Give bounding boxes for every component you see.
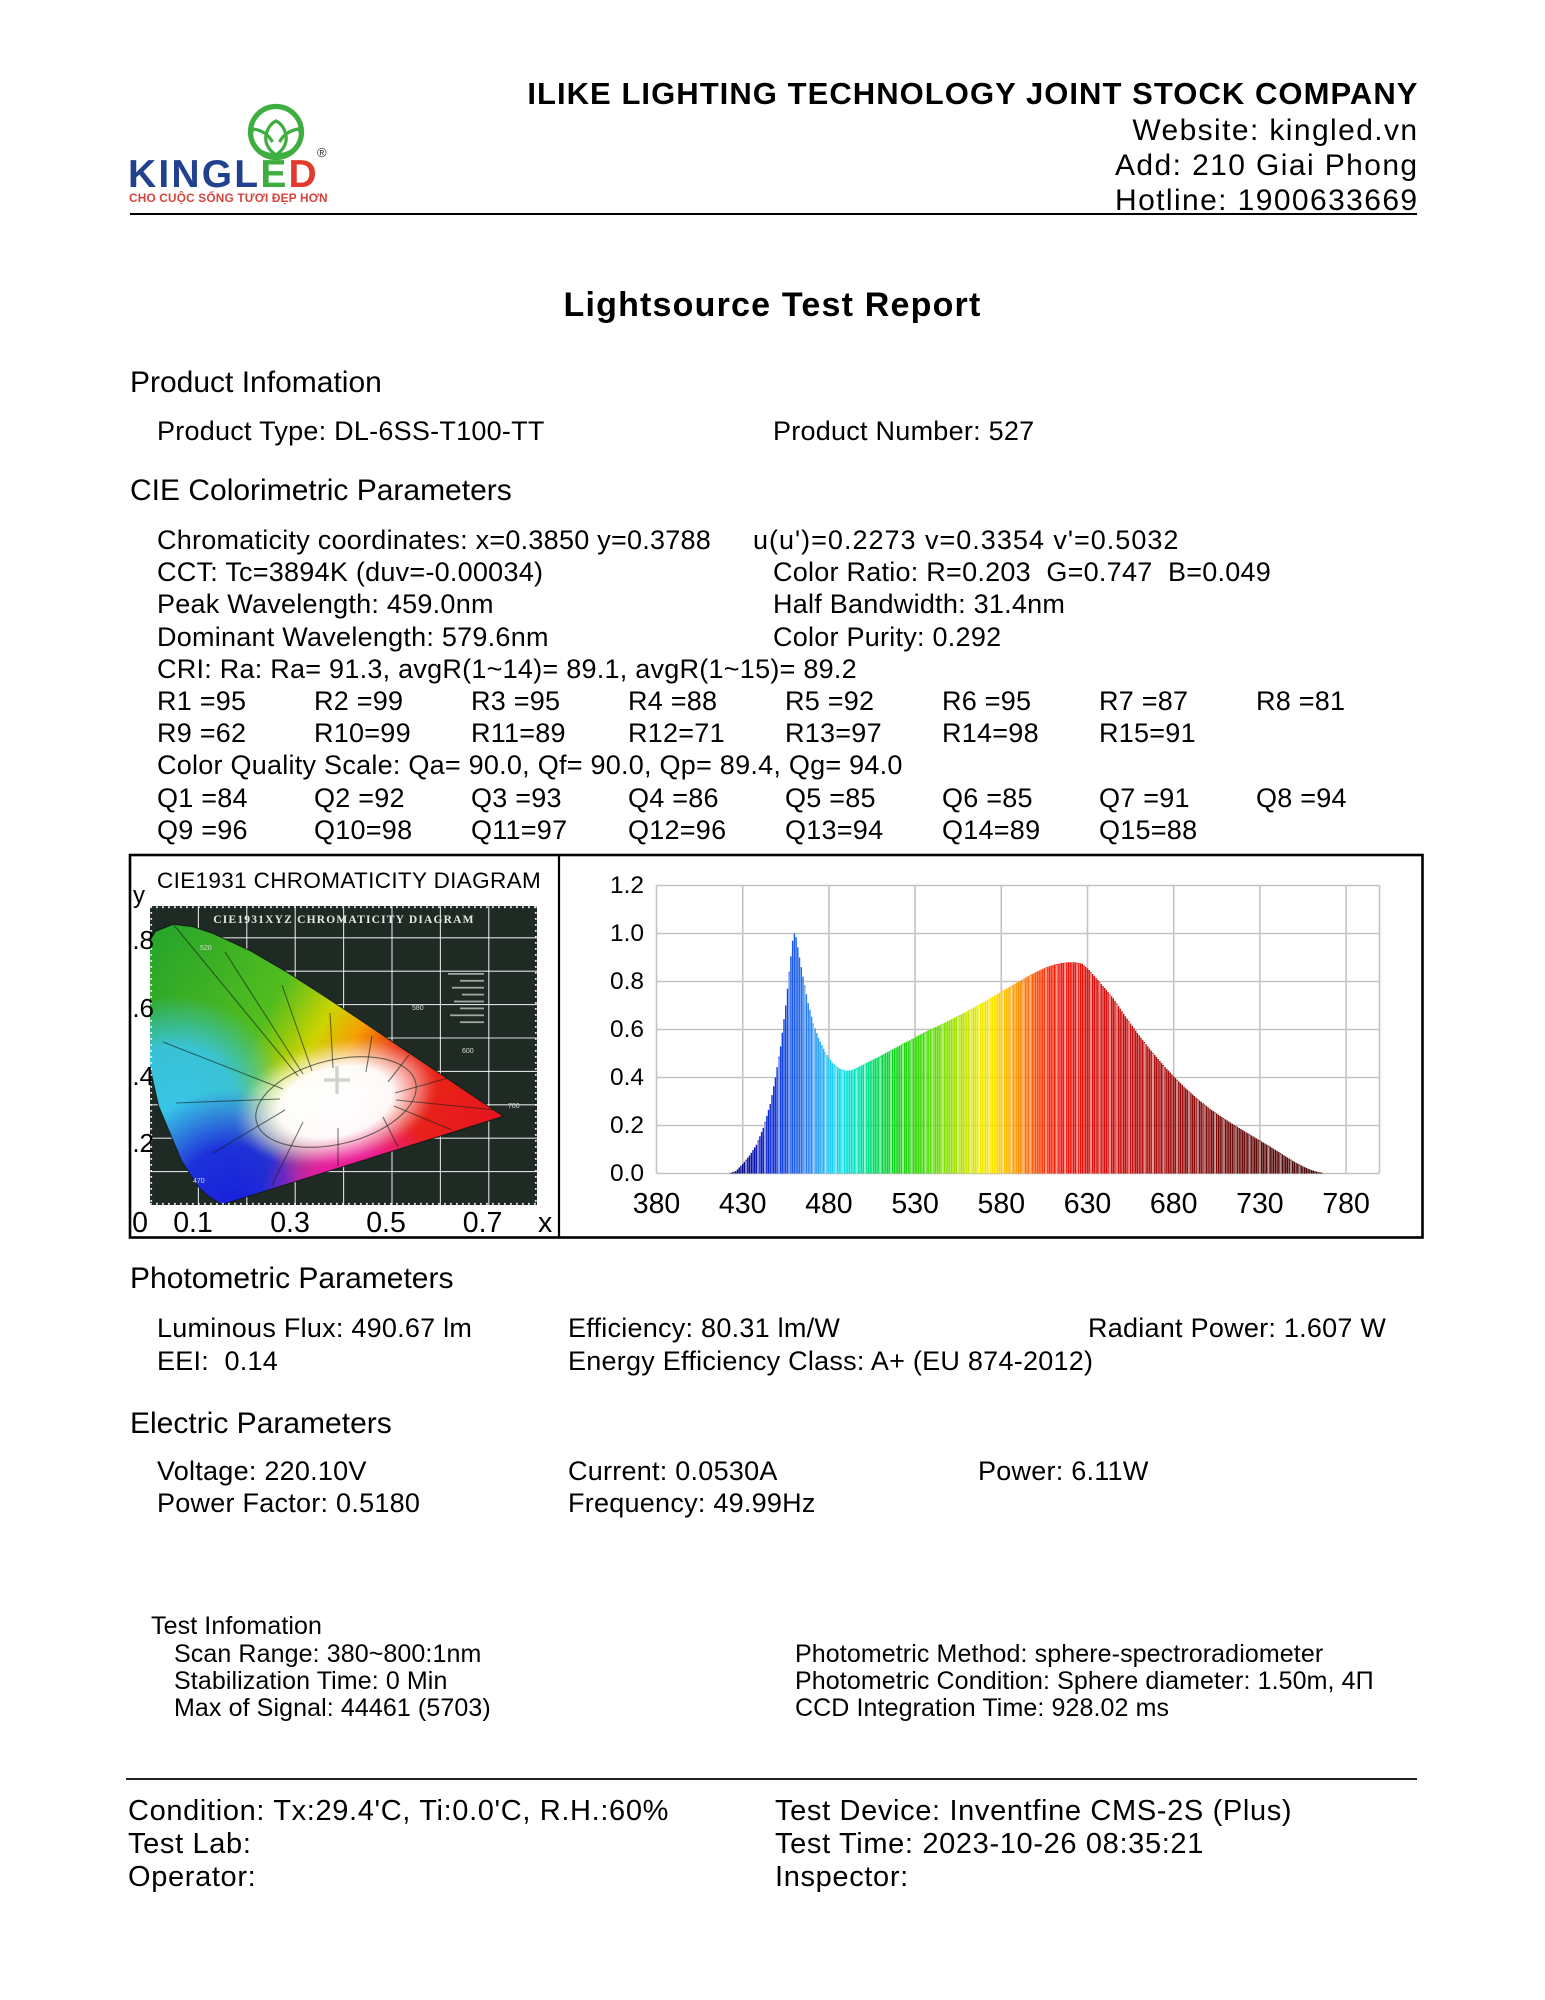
- svg-text:520: 520: [200, 945, 212, 952]
- svg-text:470: 470: [193, 1178, 205, 1185]
- svg-text:580: 580: [412, 1005, 424, 1012]
- svg-text:600: 600: [462, 1048, 474, 1055]
- svg-text:700: 700: [508, 1103, 520, 1110]
- svg-text:CIE1931XYZ CHROMATICITY DIAGRA: CIE1931XYZ CHROMATICITY DIAGRAM: [213, 914, 474, 926]
